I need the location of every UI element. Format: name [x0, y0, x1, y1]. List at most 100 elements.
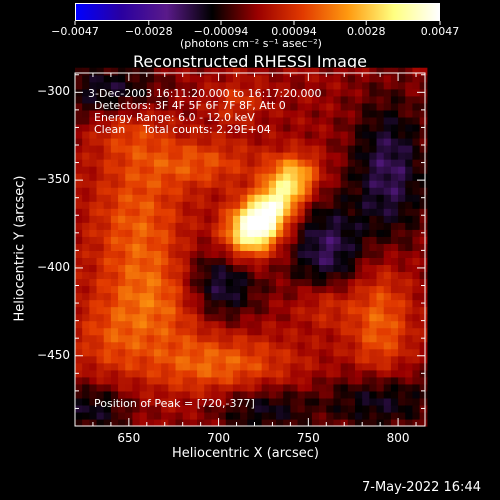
heatmap-cell	[362, 229, 370, 237]
heatmap-cell	[125, 109, 134, 118]
heatmap-cell	[168, 306, 177, 315]
heatmap-cell	[283, 355, 291, 364]
heatmap-cell	[168, 348, 177, 357]
heatmap-cell	[232, 348, 241, 357]
heatmap-cell	[153, 376, 162, 385]
heatmap-cell	[139, 88, 148, 97]
heatmap-cell	[347, 264, 356, 273]
heatmap-cell	[118, 173, 126, 181]
heatmap-cell	[75, 397, 83, 406]
heatmap-cell	[405, 334, 414, 343]
heatmap-cell	[211, 187, 220, 195]
heatmap-cell	[125, 145, 134, 153]
heatmap-cell	[290, 88, 299, 97]
heatmap-cell	[283, 348, 291, 357]
heatmap-cell	[276, 355, 284, 364]
heatmap-cell	[297, 418, 306, 427]
heatmap-cell	[96, 285, 105, 294]
heatmap-cell	[146, 201, 155, 209]
heatmap-cell	[89, 222, 98, 230]
heatmap-cell	[383, 383, 392, 392]
heatmap-cell	[175, 313, 184, 322]
heatmap-cell	[333, 159, 342, 167]
heatmap-cell	[297, 145, 306, 153]
heatmap-cell	[376, 74, 385, 83]
heatmap-cell	[197, 236, 205, 244]
heatmap-cell	[390, 116, 399, 125]
heatmap-cell	[419, 215, 428, 223]
heatmap-cell	[89, 341, 98, 350]
heatmap-cell	[161, 187, 169, 195]
heatmap-cell	[290, 187, 299, 195]
heatmap-cell	[125, 334, 134, 343]
heatmap-cell	[369, 376, 378, 385]
heatmap-cell	[362, 222, 370, 230]
heatmap-cell	[369, 397, 378, 406]
annotation-total-counts: Total counts: 2.29E+04	[143, 123, 271, 136]
heatmap-cell	[276, 299, 284, 308]
heatmap-cell	[96, 383, 105, 392]
heatmap-cell	[146, 102, 155, 111]
heatmap-cell	[419, 102, 428, 111]
heatmap-cell	[125, 201, 134, 209]
heatmap-cell	[412, 250, 421, 258]
heatmap-cell	[247, 341, 256, 350]
heatmap-cell	[232, 292, 241, 301]
heatmap-cell	[412, 404, 421, 413]
heatmap-cell	[290, 278, 299, 287]
heatmap-cell	[204, 306, 213, 315]
heatmap-cell	[75, 173, 83, 181]
heatmap-cell	[240, 404, 248, 413]
heatmap-cell	[290, 369, 299, 378]
heatmap-cell	[268, 95, 277, 104]
heatmap-cell	[204, 180, 213, 188]
heatmap-cell	[362, 130, 370, 139]
heatmap-cell	[189, 187, 198, 195]
heatmap-cell	[383, 236, 392, 244]
heatmap-cell	[232, 355, 241, 364]
heatmap-cell	[254, 229, 263, 237]
heatmap-cell	[390, 383, 399, 392]
heatmap-cell	[369, 166, 378, 174]
heatmap-cell	[189, 67, 198, 76]
heatmap-cell	[82, 327, 90, 336]
heatmap-cell	[326, 180, 335, 188]
heatmap-cell	[412, 173, 421, 181]
heatmap-cell	[326, 411, 335, 420]
heatmap-cell	[254, 327, 263, 336]
heatmap-cell	[355, 109, 363, 118]
heatmap-cell	[89, 109, 98, 118]
heatmap-cell	[268, 390, 277, 399]
heatmap-cell	[376, 173, 385, 181]
heatmap-cell	[96, 278, 105, 287]
heatmap-cell	[261, 285, 270, 294]
heatmap-cell	[369, 292, 378, 301]
heatmap-cell	[362, 313, 370, 322]
heatmap-cell	[247, 320, 256, 329]
heatmap-cell	[297, 306, 306, 315]
heatmap-cell	[383, 116, 392, 125]
heatmap-cell	[319, 159, 327, 167]
heatmap-cell	[340, 116, 349, 125]
heatmap-cell	[319, 278, 327, 287]
colorbar	[75, 3, 440, 21]
heatmap-cell	[247, 229, 256, 237]
heatmap-cell	[390, 130, 399, 139]
heatmap-cell	[405, 166, 414, 174]
heatmap-cell	[311, 299, 320, 308]
heatmap-cell	[146, 67, 155, 76]
heatmap-cell	[139, 285, 148, 294]
heatmap-cell	[355, 137, 363, 146]
heatmap-cell	[268, 109, 277, 118]
heatmap-cell	[89, 320, 98, 329]
heatmap-cell	[82, 215, 90, 223]
heatmap-cell	[276, 376, 284, 385]
heatmap-cell	[405, 369, 414, 378]
heatmap-cell	[376, 313, 385, 322]
heatmap-cell	[197, 159, 205, 167]
heatmap-cell	[419, 383, 428, 392]
heatmap-cell	[168, 159, 177, 167]
heatmap-cell	[75, 383, 83, 392]
heatmap-cell	[283, 418, 291, 427]
heatmap-cell	[103, 236, 112, 244]
